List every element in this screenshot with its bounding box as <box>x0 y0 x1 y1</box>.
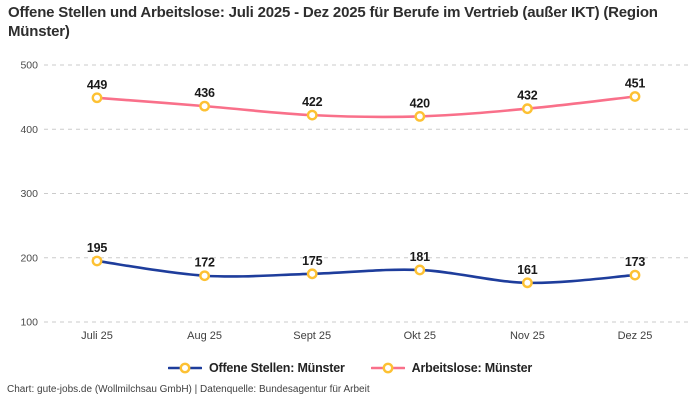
legend-label: Offene Stellen: Münster <box>208 361 345 375</box>
x-axis-tick-label: Dez 25 <box>618 330 653 342</box>
series-line <box>95 259 637 285</box>
data-point-label: 422 <box>302 95 323 109</box>
data-point-marker <box>629 269 641 281</box>
data-point-marker <box>91 92 103 104</box>
y-axis-tick-label: 500 <box>20 60 38 72</box>
chart-title: Offene Stellen und Arbeitslose: Juli 202… <box>8 4 658 40</box>
x-axis-tick-label: Nov 25 <box>510 330 545 342</box>
data-point-marker <box>414 111 426 122</box>
data-point-label: 420 <box>410 96 431 110</box>
x-axis-tick-label: Okt 25 <box>404 330 436 342</box>
x-axis-tick-label: Sept 25 <box>293 330 331 342</box>
data-point-marker <box>522 103 533 115</box>
data-point-label: 195 <box>87 241 108 255</box>
data-point-marker <box>414 264 426 276</box>
series-line <box>95 95 637 119</box>
data-point-label: 161 <box>517 263 538 277</box>
data-point-label: 449 <box>87 78 108 92</box>
legend-marker-icon <box>167 362 202 374</box>
data-point-label: 172 <box>194 256 215 270</box>
y-axis-tick-label: 100 <box>20 317 38 329</box>
data-point-marker <box>91 255 103 267</box>
data-point-marker <box>306 109 318 121</box>
data-point-label: 432 <box>517 89 538 103</box>
legend-label: Arbeitslose: Münster <box>411 361 533 375</box>
y-axis-tick-label: 400 <box>20 124 38 136</box>
data-point-label: 451 <box>625 76 646 90</box>
data-point-marker <box>199 270 211 282</box>
y-axis-tick-label: 300 <box>20 188 38 200</box>
y-axis-tick-label: 200 <box>20 252 38 264</box>
data-point-marker <box>306 268 318 280</box>
line-chart-plot-area: 500 400 300 200 100 Juli 25 Aug 25 Sept 25 Okt 2… <box>20 60 690 342</box>
legend-marker-icon <box>370 362 405 374</box>
data-point-marker <box>522 277 533 289</box>
data-point-label: 175 <box>302 254 323 268</box>
x-axis-tick-label: Aug 25 <box>187 330 222 342</box>
legend: Offene Stellen: Münster Arbeitslose: Müns… <box>0 356 700 380</box>
data-point-label: 436 <box>194 86 215 100</box>
chart-footer: Chart: gute-jobs.de (Wollmilchsau GmbH) … <box>7 384 370 395</box>
data-point-marker <box>629 91 641 102</box>
data-point-label: 173 <box>625 255 646 269</box>
legend-item: Offene Stellen: Münster <box>167 361 345 375</box>
data-point-label: 181 <box>410 250 431 264</box>
data-point-marker <box>199 100 211 112</box>
x-axis-tick-label: Juli 25 <box>81 330 113 342</box>
legend-item: Arbeitslose: Münster <box>370 361 533 375</box>
